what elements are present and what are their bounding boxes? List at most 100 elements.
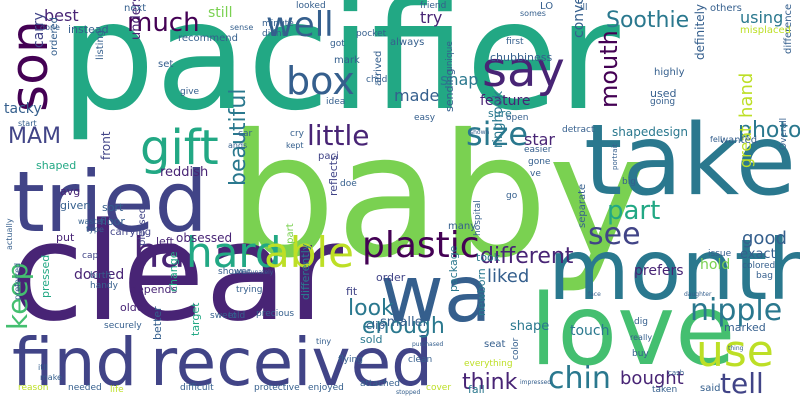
word-shaped: shaped	[36, 159, 77, 172]
word-order: order	[376, 271, 406, 284]
word-think: think	[462, 370, 518, 395]
word-pacifier: pacifier	[60, 0, 620, 144]
word-clear: clear	[10, 194, 344, 351]
word-apart: apart	[285, 223, 296, 250]
word-look: look	[348, 296, 394, 321]
word-seat: seat	[484, 339, 506, 350]
word-star: star	[524, 130, 555, 149]
word-many: many	[448, 221, 477, 232]
word-daughter: daughter	[684, 291, 712, 298]
word-take: take	[584, 104, 797, 218]
word-older: older	[120, 301, 149, 314]
word-good: good	[742, 228, 787, 249]
word-reason: reason	[18, 383, 49, 393]
word-better: better	[151, 306, 164, 340]
word-child: child	[366, 75, 388, 85]
word-MAM: MAM	[8, 124, 62, 149]
word-bag: bag	[756, 271, 773, 281]
word-everything: everything	[464, 359, 513, 369]
word-snap: snap	[440, 70, 479, 89]
word-month: month	[548, 221, 800, 319]
word-sold: sold	[360, 333, 383, 346]
word-marked: marked	[724, 321, 766, 334]
word-change: change	[167, 251, 180, 292]
word-gift: gift	[140, 120, 219, 176]
word-fall: fall	[468, 383, 485, 396]
word-given: given	[60, 199, 91, 212]
word-looked: looked	[296, 1, 326, 11]
word-thing: thing	[728, 345, 744, 352]
word-colored: colored	[742, 261, 776, 271]
word-liked: liked	[487, 266, 530, 287]
word-highly: highly	[654, 67, 685, 78]
word-type: type	[86, 225, 104, 234]
word-sure: sure	[488, 107, 512, 120]
word-shapedesign: shapedesign	[612, 125, 689, 139]
word-newborn: newborn	[475, 268, 488, 316]
word-Soothie: Soothie	[606, 8, 690, 33]
word-well: well	[266, 5, 334, 45]
word-pressed: pressed	[39, 254, 52, 298]
word-tried: tried	[12, 153, 208, 251]
word-listing: listing	[95, 29, 106, 60]
word-life: life	[110, 385, 124, 395]
word-front: front	[99, 131, 113, 160]
word-clip: clip	[366, 319, 386, 332]
word-stopped: stopped	[396, 389, 421, 396]
word-ha: ha	[133, 228, 186, 277]
word-much: much	[127, 8, 200, 38]
word-portrait: portrait	[611, 143, 619, 170]
word-friend: friend	[420, 1, 447, 11]
word-needed: needed	[68, 383, 102, 393]
word-see: see	[588, 217, 641, 252]
word-hard: hard	[186, 228, 282, 277]
word-put: put	[56, 231, 75, 244]
word-plastic: plastic	[362, 225, 480, 266]
word-docked: docked	[74, 267, 125, 283]
word-chubbiness: chubbiness	[490, 51, 553, 64]
word-issue: issue	[708, 249, 732, 259]
word-buy: buy	[632, 349, 649, 359]
word-flying: flying	[338, 355, 363, 365]
word-sweet: sweet	[210, 311, 237, 321]
word-actually: actually	[5, 218, 14, 250]
word-obsessed: obsessed	[176, 231, 233, 245]
word-somes: somes	[520, 9, 546, 18]
word-precious: precious	[256, 309, 295, 319]
word-taken: taken	[652, 385, 678, 395]
word-little: little	[307, 119, 370, 152]
word-LO: LO	[540, 1, 554, 12]
word-impressed: impressed	[520, 379, 552, 386]
word-difficult: difficult	[180, 383, 214, 393]
word-always: always	[390, 37, 425, 48]
word-package: package	[447, 245, 460, 292]
word-start: start	[18, 119, 37, 128]
word-color: color	[511, 337, 521, 360]
word-gone: gone	[528, 157, 551, 167]
word-smaller: smaller	[380, 315, 428, 330]
word-trying: trying	[236, 285, 263, 295]
word-go: go	[506, 191, 518, 201]
word-next: next	[124, 3, 147, 14]
word-great: great	[736, 125, 755, 168]
word-kept: kept	[286, 141, 304, 150]
word-cry: cry	[290, 129, 304, 139]
word-detract: detract	[562, 125, 595, 135]
word-big: big	[622, 177, 636, 187]
word-ill: ill	[580, 3, 588, 13]
word-enough: enough	[362, 314, 445, 339]
word-tiny: tiny	[316, 337, 332, 346]
word-idea: idea	[326, 97, 346, 107]
word-used: used	[650, 87, 677, 100]
word-paci: paci	[318, 151, 339, 162]
word-others: others	[710, 3, 742, 14]
word-set: set	[158, 59, 174, 70]
word-definitely: definitely	[693, 3, 707, 60]
word-cover: cover	[426, 383, 452, 393]
word-shower: shower	[218, 267, 251, 277]
word-going: going	[650, 97, 676, 107]
word-differently: differently	[299, 243, 312, 300]
word-box: box	[286, 59, 355, 103]
word-didnt: didnt	[262, 29, 286, 39]
